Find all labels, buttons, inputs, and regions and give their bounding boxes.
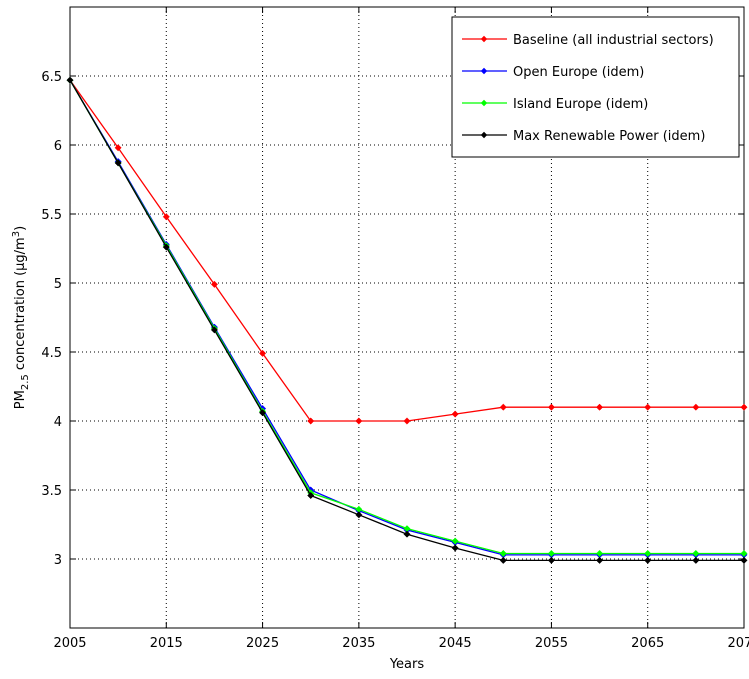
data-point (403, 530, 411, 538)
data-point (692, 403, 700, 411)
x-tick-label: 2075 (727, 636, 749, 651)
x-tick-label: 2045 (439, 636, 472, 651)
legend-swatch-marker (480, 131, 488, 139)
series-layer (66, 76, 748, 564)
data-point (596, 403, 604, 411)
data-point (162, 243, 170, 251)
y-axis-label-middle: concentration (µg/m (13, 237, 28, 374)
x-tick-label: 2025 (246, 636, 279, 651)
y-axis-label-subscript: 2.5 (20, 374, 31, 390)
data-point (451, 544, 459, 552)
data-point (740, 549, 748, 558)
data-point (547, 403, 555, 411)
data-point (644, 549, 652, 558)
y-tick-label: 4.5 (41, 346, 62, 361)
x-tick-label: 2065 (631, 636, 664, 651)
x-tick-label: 2015 (150, 636, 183, 651)
x-tick-label: 2055 (535, 636, 568, 651)
legend-item: Open Europe (idem) (462, 65, 644, 80)
series-4 (66, 76, 748, 564)
data-point (547, 549, 555, 558)
data-point (499, 403, 507, 411)
data-point (451, 410, 459, 418)
plot-area (69, 6, 745, 629)
y-axis-label: PM2.5 concentration (µg/m3) (11, 226, 31, 409)
legend-swatch-marker (480, 67, 488, 75)
data-point (210, 280, 218, 288)
data-point (355, 511, 363, 519)
data-point (596, 549, 604, 558)
data-point (210, 326, 218, 334)
y-tick-label: 4 (54, 415, 62, 430)
data-point (114, 159, 122, 167)
data-point (403, 417, 411, 425)
axis-ticks: 2005 2015 2025 2035 2045 2055 2065 2075 3 3.5 4 4.5… (41, 7, 749, 651)
y-axis-label-superscript: 3 (11, 231, 22, 237)
legend-label: Island Europe (idem) (513, 97, 648, 112)
data-point (499, 556, 507, 564)
x-axis-label: Years (389, 657, 425, 672)
data-point (355, 417, 363, 425)
data-point (644, 556, 652, 564)
legend-label: Max Renewable Power (idem) (513, 129, 705, 144)
data-point (451, 537, 459, 545)
legend-item: Max Renewable Power (idem) (462, 129, 705, 144)
data-point (307, 417, 315, 425)
data-point (66, 76, 74, 84)
legend-swatch-marker (480, 99, 488, 107)
y-tick-label: 3.5 (41, 484, 62, 499)
legend-label: Baseline (all industrial sectors) (513, 33, 714, 48)
legend-swatch-marker (480, 35, 488, 43)
data-point (547, 556, 555, 564)
legend-item: Island Europe (idem) (462, 97, 648, 112)
data-point (259, 409, 267, 417)
data-point (644, 403, 652, 411)
grid-lines (69, 7, 745, 628)
data-point (162, 213, 170, 221)
x-tick-label: 2035 (342, 636, 375, 651)
legend-item: Baseline (all industrial sectors) (462, 33, 714, 48)
legend: Baseline (all industrial sectors) Open Eu… (451, 16, 740, 158)
legend-label: Open Europe (idem) (513, 65, 644, 80)
data-point (259, 349, 267, 357)
y-tick-label: 6 (54, 139, 62, 154)
y-tick-label: 6.5 (41, 70, 62, 85)
data-point (596, 556, 604, 564)
y-tick-label: 5.5 (41, 208, 62, 223)
y-axis-label-suffix: ) (13, 226, 28, 231)
data-point (114, 144, 122, 152)
data-point (740, 403, 748, 411)
y-tick-label: 3 (54, 553, 62, 568)
data-point (740, 556, 748, 564)
data-point (499, 549, 507, 558)
y-axis-label-prefix: PM (13, 390, 28, 409)
legend-box (451, 16, 740, 158)
data-point (307, 491, 315, 500)
series-1 (66, 76, 748, 425)
data-point (692, 556, 700, 564)
x-tick-label: 2005 (53, 636, 86, 651)
data-point (692, 549, 700, 558)
y-tick-label: 5 (54, 277, 62, 292)
